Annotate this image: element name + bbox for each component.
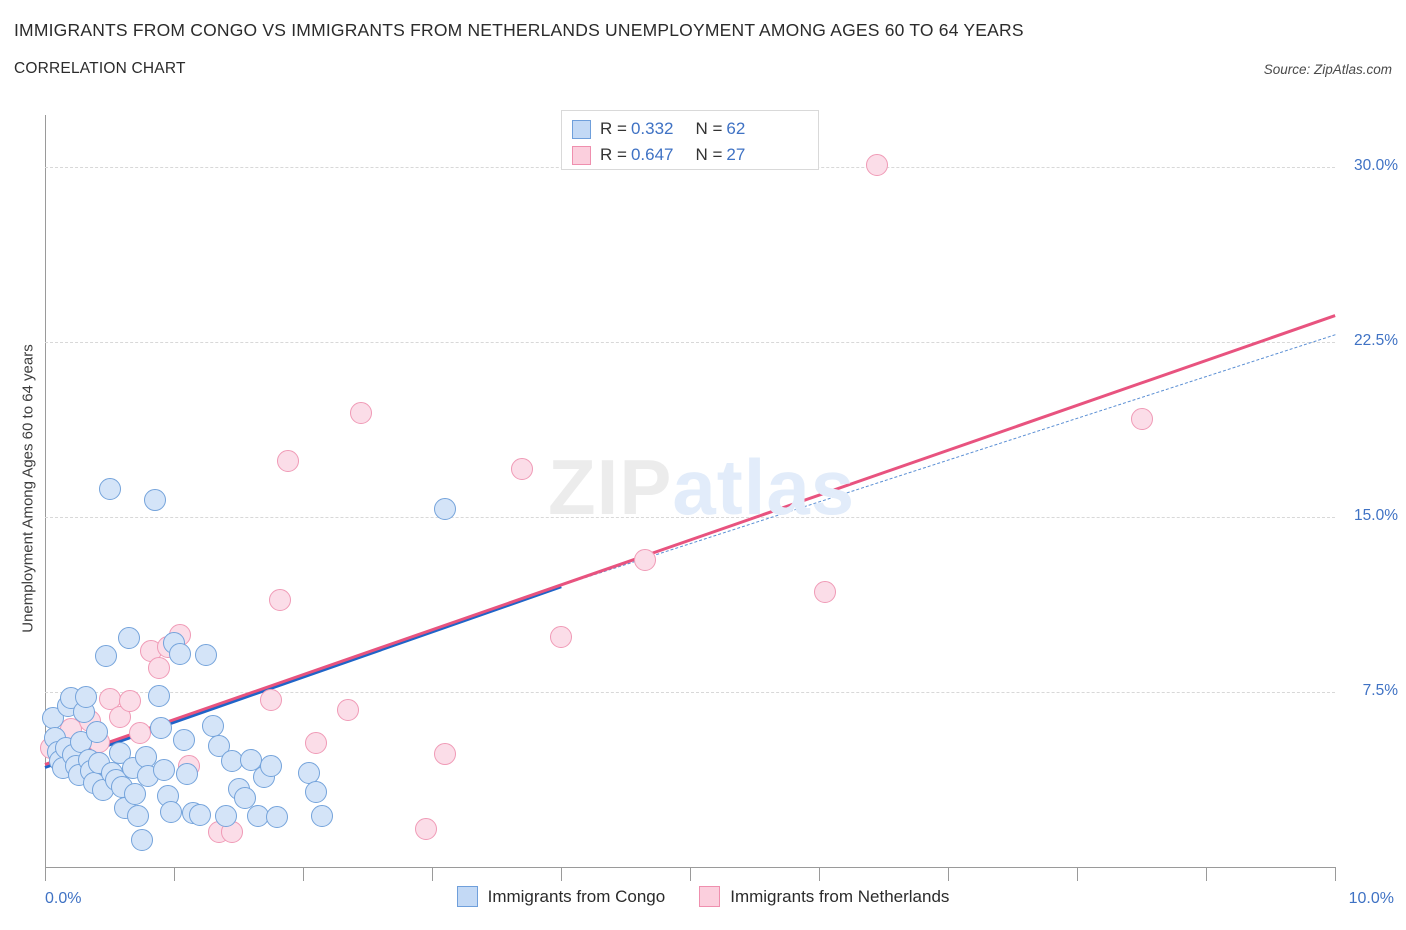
x-axis-tick xyxy=(174,867,175,881)
scatter-point[interactable] xyxy=(117,627,140,650)
scatter-point[interactable] xyxy=(169,642,192,665)
congo-r-value: 0.332 xyxy=(630,119,674,138)
netherlands-r-value: 0.647 xyxy=(630,145,674,164)
scatter-point[interactable] xyxy=(1130,408,1153,431)
scatter-point[interactable] xyxy=(259,754,282,777)
x-axis-tick xyxy=(1077,867,1078,881)
stats-row-congo: R = 0.332 N = 62 xyxy=(572,116,808,142)
x-axis-tick xyxy=(1335,867,1336,881)
scatter-point[interactable] xyxy=(304,781,327,804)
scatter-point[interactable] xyxy=(143,488,166,511)
congo-n-label: N = xyxy=(695,119,723,138)
scatter-point[interactable] xyxy=(147,656,170,679)
page-title: IMMIGRANTS FROM CONGO VS IMMIGRANTS FROM… xyxy=(14,20,1024,40)
scatter-point[interactable] xyxy=(201,714,224,737)
scatter-point[interactable] xyxy=(511,458,534,481)
scatter-point[interactable] xyxy=(433,742,456,765)
scatter-point[interactable] xyxy=(119,690,142,713)
scatter-point[interactable] xyxy=(268,589,291,611)
y-axis-title: Unemployment Among Ages 60 to 64 years xyxy=(19,344,37,633)
netherlands-n-value: 27 xyxy=(726,145,746,164)
y-axis-tick-label: 30.0% xyxy=(1354,157,1398,175)
x-axis-tick xyxy=(948,867,949,881)
x-axis-min-label: 0.0% xyxy=(45,890,82,907)
scatter-point[interactable] xyxy=(866,154,889,177)
y-axis-tick-label: 15.0% xyxy=(1354,507,1398,525)
series-legend: Immigrants from Congo Immigrants from Ne… xyxy=(0,886,1406,907)
scatter-point[interactable] xyxy=(126,804,149,827)
scatter-point[interactable] xyxy=(266,805,289,828)
scatter-point[interactable] xyxy=(98,478,121,501)
plot-area xyxy=(40,115,1336,865)
y-axis-tick-label: 22.5% xyxy=(1354,332,1398,350)
legend-item-congo[interactable]: Immigrants from Congo xyxy=(456,886,666,907)
scatter-point[interactable] xyxy=(75,685,98,708)
scatter-point[interactable] xyxy=(337,698,360,721)
scatter-point[interactable] xyxy=(175,762,198,785)
x-axis-tick xyxy=(561,867,562,881)
scatter-point[interactable] xyxy=(160,801,183,824)
scatter-point[interactable] xyxy=(633,549,656,572)
netherlands-legend-swatch-icon xyxy=(699,886,721,907)
congo-r-label: R = xyxy=(600,119,627,138)
x-axis-max-label: 10.0% xyxy=(1348,890,1394,907)
scatter-point[interactable] xyxy=(814,580,837,603)
scatter-point[interactable] xyxy=(304,732,327,755)
x-axis-tick xyxy=(1206,867,1207,881)
scatter-point[interactable] xyxy=(350,402,373,425)
trend-line xyxy=(560,334,1336,586)
scatter-point[interactable] xyxy=(550,626,572,649)
scatter-point[interactable] xyxy=(188,803,211,826)
scatter-point[interactable] xyxy=(129,721,152,744)
gridline xyxy=(45,342,1335,344)
stats-row-netherlands: R = 0.647 N = 27 xyxy=(572,142,808,168)
chart-subtitle: CORRELATION CHART xyxy=(14,60,186,77)
congo-legend-label: Immigrants from Congo xyxy=(487,886,666,906)
scatter-point[interactable] xyxy=(150,717,173,740)
scatter-point[interactable] xyxy=(152,759,175,782)
x-axis-tick xyxy=(45,867,46,881)
netherlands-r-label: R = xyxy=(600,145,627,164)
trend-line xyxy=(44,314,1336,767)
scatter-point[interactable] xyxy=(124,782,147,805)
x-axis-tick xyxy=(432,867,433,881)
netherlands-n-label: N = xyxy=(695,145,723,164)
scatter-point[interactable] xyxy=(414,817,437,840)
correlation-stats-box: R = 0.332 N = 62 R = 0.647 N = 27 xyxy=(561,110,819,170)
netherlands-legend-label: Immigrants from Netherlands xyxy=(730,886,950,906)
gridline xyxy=(45,692,1335,694)
y-axis-line xyxy=(45,115,46,867)
x-axis-tick xyxy=(303,867,304,881)
x-axis-tick xyxy=(690,867,691,881)
congo-n-value: 62 xyxy=(726,119,746,138)
scatter-point[interactable] xyxy=(276,450,299,473)
scatter-point[interactable] xyxy=(214,804,237,827)
scatter-point[interactable] xyxy=(259,689,282,712)
scatter-point[interactable] xyxy=(108,741,131,764)
scatter-point[interactable] xyxy=(147,684,170,707)
gridline xyxy=(45,517,1335,519)
scatter-point[interactable] xyxy=(94,644,117,667)
scatter-point[interactable] xyxy=(195,643,218,666)
y-axis-tick-label: 7.5% xyxy=(1362,682,1398,700)
scatter-point[interactable] xyxy=(433,498,456,521)
legend-item-netherlands[interactable]: Immigrants from Netherlands xyxy=(699,886,949,907)
netherlands-swatch-icon xyxy=(572,145,591,165)
scatter-point[interactable] xyxy=(173,728,196,751)
congo-swatch-icon xyxy=(572,119,591,139)
source-attribution: Source: ZipAtlas.com xyxy=(1263,62,1392,77)
x-axis-tick xyxy=(819,867,820,881)
scatter-point[interactable] xyxy=(85,720,108,743)
scatter-point[interactable] xyxy=(311,804,334,827)
scatter-point[interactable] xyxy=(130,829,153,852)
scatter-point[interactable] xyxy=(298,761,321,784)
congo-legend-swatch-icon xyxy=(456,886,478,907)
scatter-point[interactable] xyxy=(233,787,256,810)
